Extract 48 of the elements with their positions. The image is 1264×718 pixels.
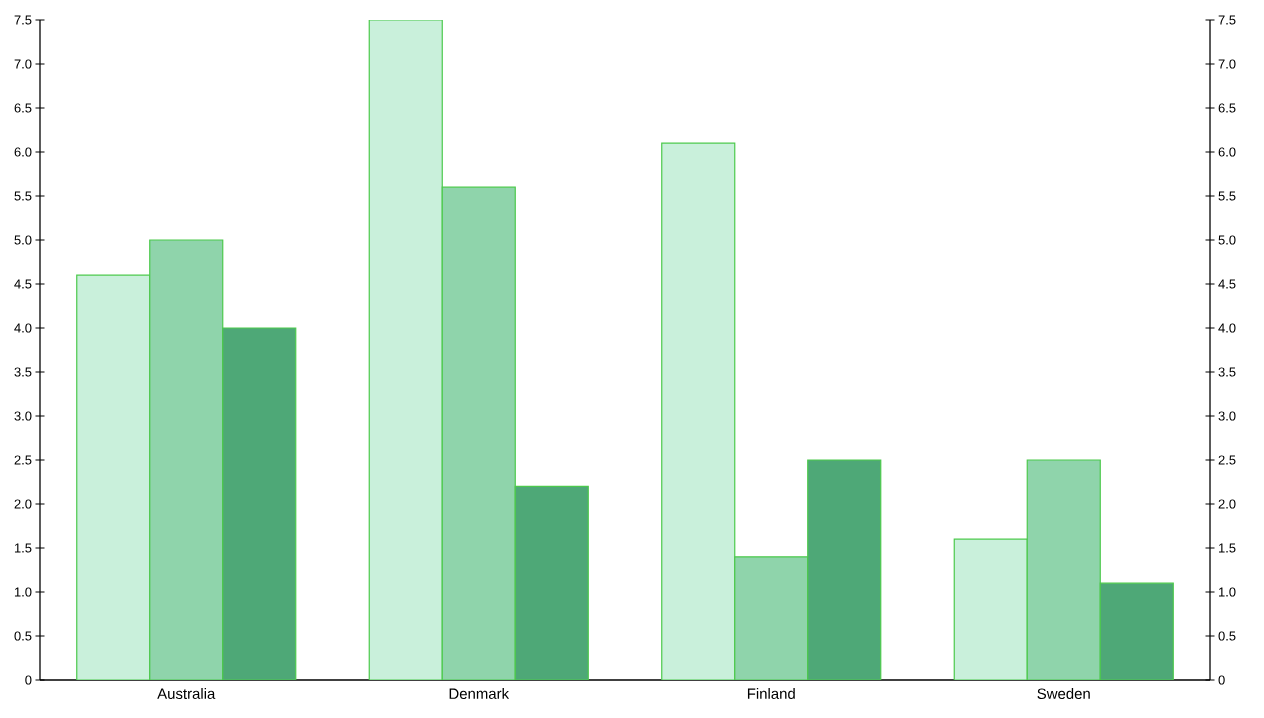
bar bbox=[368, 20, 443, 680]
y-tick-label: 7.0 bbox=[14, 59, 32, 69]
bar bbox=[953, 538, 1028, 680]
bar bbox=[76, 274, 151, 680]
y2-tick-label: 2.0 bbox=[1218, 499, 1236, 509]
y2-tick-label: 3.5 bbox=[1218, 367, 1236, 377]
y2-tick-label: 4.5 bbox=[1218, 279, 1236, 289]
bar bbox=[661, 142, 736, 680]
y2-tick-label: 6.5 bbox=[1218, 103, 1236, 113]
y2-tick-label: 5.0 bbox=[1218, 235, 1236, 245]
y2-tick-label: 5.5 bbox=[1218, 191, 1236, 201]
x-tick-label: Sweden bbox=[1037, 688, 1090, 699]
y-tick-label: 0.5 bbox=[14, 631, 32, 641]
y-tick-label: 5.0 bbox=[14, 235, 32, 245]
y2-tick-label: 7.0 bbox=[1218, 59, 1236, 69]
bar bbox=[1099, 582, 1174, 680]
bar bbox=[514, 485, 589, 680]
y-tick-label: 2.5 bbox=[14, 455, 32, 465]
y2-tick-label: 4.0 bbox=[1218, 323, 1236, 333]
y2-tick-label: 7.5 bbox=[1218, 15, 1236, 25]
x-tick-label: Australia bbox=[157, 688, 216, 699]
y-tick-label: 6.5 bbox=[14, 103, 32, 113]
y-tick-label: 5.5 bbox=[14, 191, 32, 201]
bar bbox=[734, 556, 809, 680]
y-tick-label: 3.0 bbox=[14, 411, 32, 421]
y2-tick-label: 3.0 bbox=[1218, 411, 1236, 421]
y2-tick-label: 1.5 bbox=[1219, 543, 1236, 553]
y-tick-label: 2.0 bbox=[14, 499, 32, 509]
y-tick-label: 1.0 bbox=[14, 587, 32, 597]
x-tick-label: Finland bbox=[747, 688, 795, 699]
y-tick-label: 0 bbox=[25, 675, 32, 685]
y2-tick-label: 6.0 bbox=[1218, 147, 1236, 157]
y-tick-label: 4.0 bbox=[14, 323, 32, 333]
y-tick-label: 1.5 bbox=[14, 543, 32, 553]
bar bbox=[807, 459, 882, 680]
y-tick-label: 7.5 bbox=[14, 15, 32, 25]
bar bbox=[441, 186, 516, 680]
bar bbox=[149, 239, 224, 680]
bar bbox=[1026, 459, 1101, 680]
x-tick-label: Denmark bbox=[449, 688, 510, 699]
bar bbox=[222, 327, 297, 680]
y2-tick-label: 0 bbox=[1218, 675, 1225, 685]
y2-tick-label: 2.5 bbox=[1218, 455, 1236, 465]
y-tick-label: 4.5 bbox=[14, 279, 32, 289]
y-tick-label: 6.0 bbox=[14, 147, 32, 157]
y2-tick-label: 1.0 bbox=[1219, 587, 1236, 597]
y2-tick-label: 0.5 bbox=[1218, 631, 1236, 641]
y-tick-label: 3.5 bbox=[14, 367, 32, 377]
